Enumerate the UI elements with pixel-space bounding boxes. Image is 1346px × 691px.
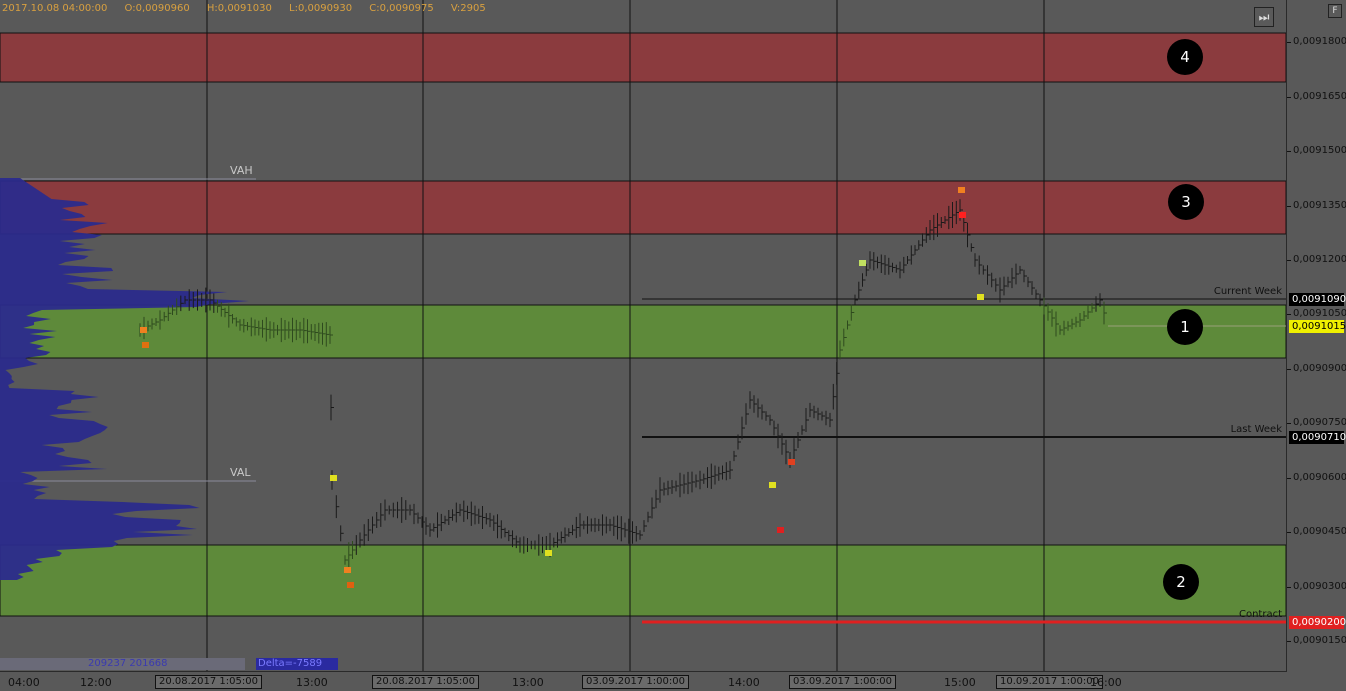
zone-4-marker: 4 (1167, 39, 1203, 75)
volume-delta-bar: 209237 201668 Delta=-7589 (0, 658, 338, 670)
time-label: 16:00 (1090, 676, 1122, 689)
bar-high: H:0,0091030 (206, 3, 272, 14)
zone-3-band (0, 180, 1286, 235)
volume-values: 209237 201668 (88, 658, 168, 669)
contract-label: Contract (1238, 609, 1282, 620)
zone-1-band (0, 304, 1286, 359)
footprint-highlight (330, 475, 337, 481)
session-date-box: 03.09.2017 1:00:00 (789, 675, 896, 689)
footprint-highlight (958, 187, 965, 193)
footprint-highlight (777, 527, 784, 533)
time-label: 13:00 (296, 676, 328, 689)
price-tick: 0,0091650 (1286, 91, 1346, 102)
footprint-highlight (788, 459, 795, 465)
price-tick: 0,0090600 (1286, 472, 1346, 483)
footprint-highlight (142, 342, 149, 348)
time-label: 15:00 (944, 676, 976, 689)
session-date-box: 10.09.2017 1:00:00 (996, 675, 1103, 689)
footprint-highlight (347, 582, 354, 588)
last-week-label: Last Week (1230, 424, 1282, 435)
price-tick: 0,0090450 (1286, 526, 1346, 537)
time-label: 13:00 (512, 676, 544, 689)
chart-canvas[interactable] (0, 0, 1286, 671)
footprint-highlight (769, 482, 776, 488)
zone-2-marker: 2 (1163, 564, 1199, 600)
zone-3-marker: 3 (1168, 184, 1204, 220)
zone-1-marker: 1 (1167, 309, 1203, 345)
bar-close: C:0,0090975 (369, 3, 434, 14)
current-week-price-tag: 0,0091090 (1289, 293, 1346, 306)
volume-bar-bg (0, 658, 245, 670)
footprint-highlight (977, 294, 984, 300)
time-label: 12:00 (80, 676, 112, 689)
session-date-box: 20.08.2017 1:05:00 (372, 675, 479, 689)
price-tick: 0,0091500 (1286, 145, 1346, 156)
delta-value: Delta=-7589 (258, 658, 323, 669)
scroll-to-end-icon[interactable]: ⏭ (1254, 7, 1274, 27)
price-tick: 0,0091200 (1286, 254, 1346, 265)
bar-open: O:0,0090960 (124, 3, 190, 14)
price-tick: 0,0090750 (1286, 417, 1346, 428)
price-tick: 0,0091350 (1286, 200, 1346, 211)
price-tick: 0,0090900 (1286, 363, 1346, 374)
price-tick: 0,0091800 (1286, 36, 1346, 47)
time-label: 04:00 (8, 676, 40, 689)
footprint-highlight (140, 327, 147, 333)
price-tick: 0,0091050 (1286, 308, 1346, 319)
f-toggle-button[interactable]: F (1328, 4, 1342, 18)
price-axis[interactable]: F 0,0091800 0,0091650 0,0091500 0,009135… (1286, 0, 1346, 671)
bar-volume: V:2905 (450, 3, 486, 14)
footprint-highlight (859, 260, 866, 266)
zone-4-band (0, 32, 1286, 83)
bar-date: 2017.10.08 04:00:00 (2, 3, 108, 14)
val-label: VAL (230, 466, 251, 479)
session-date-box: 20.08.2017 1:05:00 (155, 675, 262, 689)
footprint-highlight (545, 550, 552, 556)
ohlc-readout: 2017.10.08 04:00:00 O:0,0090960 H:0,0091… (2, 3, 500, 14)
vah-label: VAH (230, 164, 253, 177)
bar-low: L:0,0090930 (289, 3, 353, 14)
session-date-box: 03.09.2017 1:00:00 (582, 675, 689, 689)
price-tick: 0,0090150 (1286, 635, 1346, 646)
volume-profile (0, 178, 249, 580)
footprint-highlight (344, 567, 351, 573)
current-week-label: Current Week (1213, 286, 1282, 297)
price-tick: 0,0090300 (1286, 581, 1346, 592)
last-week-price-tag: 0,0090710 (1289, 431, 1346, 444)
delta-bar-bg (256, 658, 338, 670)
chart-plot-area[interactable]: 2017.10.08 04:00:00 O:0,0090960 H:0,0091… (0, 0, 1287, 672)
footprint-highlight (959, 212, 966, 218)
contract-price-tag: 0,0090200 (1289, 616, 1346, 629)
time-label: 14:00 (728, 676, 760, 689)
current-price-tag: 0,0091015 (1289, 320, 1346, 333)
zone-2-band (0, 544, 1286, 617)
time-axis[interactable]: 04:00 12:00 20.08.2017 1:05:00 13:00 20.… (0, 672, 1286, 691)
